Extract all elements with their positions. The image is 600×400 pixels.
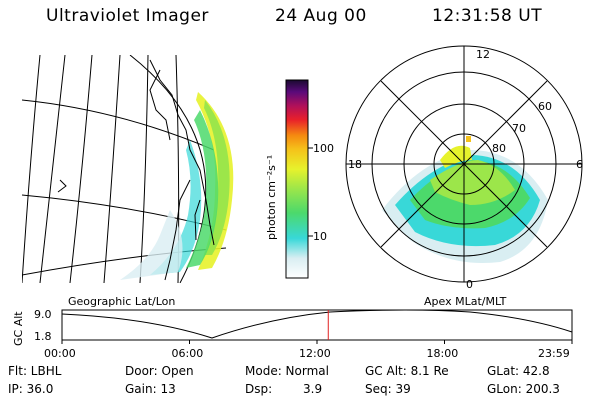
mode-info: Mode: Normal	[245, 364, 329, 378]
geographic-map-panel	[22, 55, 234, 283]
aurora-oval-polar	[382, 136, 548, 264]
lat-label-80: 80	[492, 142, 506, 155]
colorbar-tick-10: 10	[313, 230, 327, 243]
ip-info: IP: 36.0	[8, 382, 54, 396]
polar-plot-panel: 12 18 6 0 60 70 80	[345, 45, 583, 291]
x-tick-label: 00:00	[44, 347, 76, 360]
gc-alt-axis-label: GC Alt	[12, 311, 25, 346]
date-label: 24 Aug 00	[275, 6, 367, 26]
dsp-label: Dsp:	[245, 382, 273, 396]
time-label: 12:31:58 UT	[432, 6, 543, 26]
mlt-label-12: 12	[476, 48, 490, 61]
glat-info: GLat: 42.8	[487, 364, 550, 378]
x-tick-label: 18:00	[427, 347, 459, 360]
altitude-curve	[61, 309, 573, 339]
mlt-label-18: 18	[348, 158, 362, 171]
x-tick-label: 06:00	[172, 347, 204, 360]
mlt-label-6: 6	[576, 158, 583, 171]
gc-alt-info: GC Alt: 8.1 Re	[365, 364, 449, 378]
x-tick-label: 12:00	[299, 347, 331, 360]
colorbar: 100 10	[285, 79, 334, 279]
colorbar-tick-100: 100	[313, 142, 334, 155]
glon-info: GLon: 200.3	[487, 382, 560, 396]
lat-label-60: 60	[538, 100, 552, 113]
x-axis-ticks: 00:00 06:00 12:00 18:00 23:59	[44, 340, 573, 360]
mlt-label-0: 0	[466, 278, 473, 291]
colorbar-unit-label: photon cm⁻²s⁻¹	[265, 154, 278, 240]
altitude-timeline: Geographic Lat/Lon Apex MLat/MLT 00:00 06…	[12, 295, 573, 360]
coastline	[57, 59, 215, 281]
seq-info: Seq: 39	[365, 382, 411, 396]
ytick-1-8: 1.8	[34, 330, 52, 343]
gain-info: Gain: 13	[125, 382, 176, 396]
lat-label-70: 70	[512, 122, 526, 135]
dsp-value: 3.9	[303, 382, 323, 396]
x-tick-label: 23:59	[538, 347, 570, 360]
filter-info: Flt: LBHL	[8, 364, 62, 378]
aurora-band-geo	[120, 92, 234, 280]
polar-panel-title: Apex MLat/MLT	[424, 295, 507, 308]
geo-panel-title: Geographic Lat/Lon	[68, 295, 175, 308]
ytick-9: 9.0	[34, 308, 52, 321]
instrument-title: Ultraviolet Imager	[46, 6, 209, 26]
door-info: Door: Open	[125, 364, 194, 378]
